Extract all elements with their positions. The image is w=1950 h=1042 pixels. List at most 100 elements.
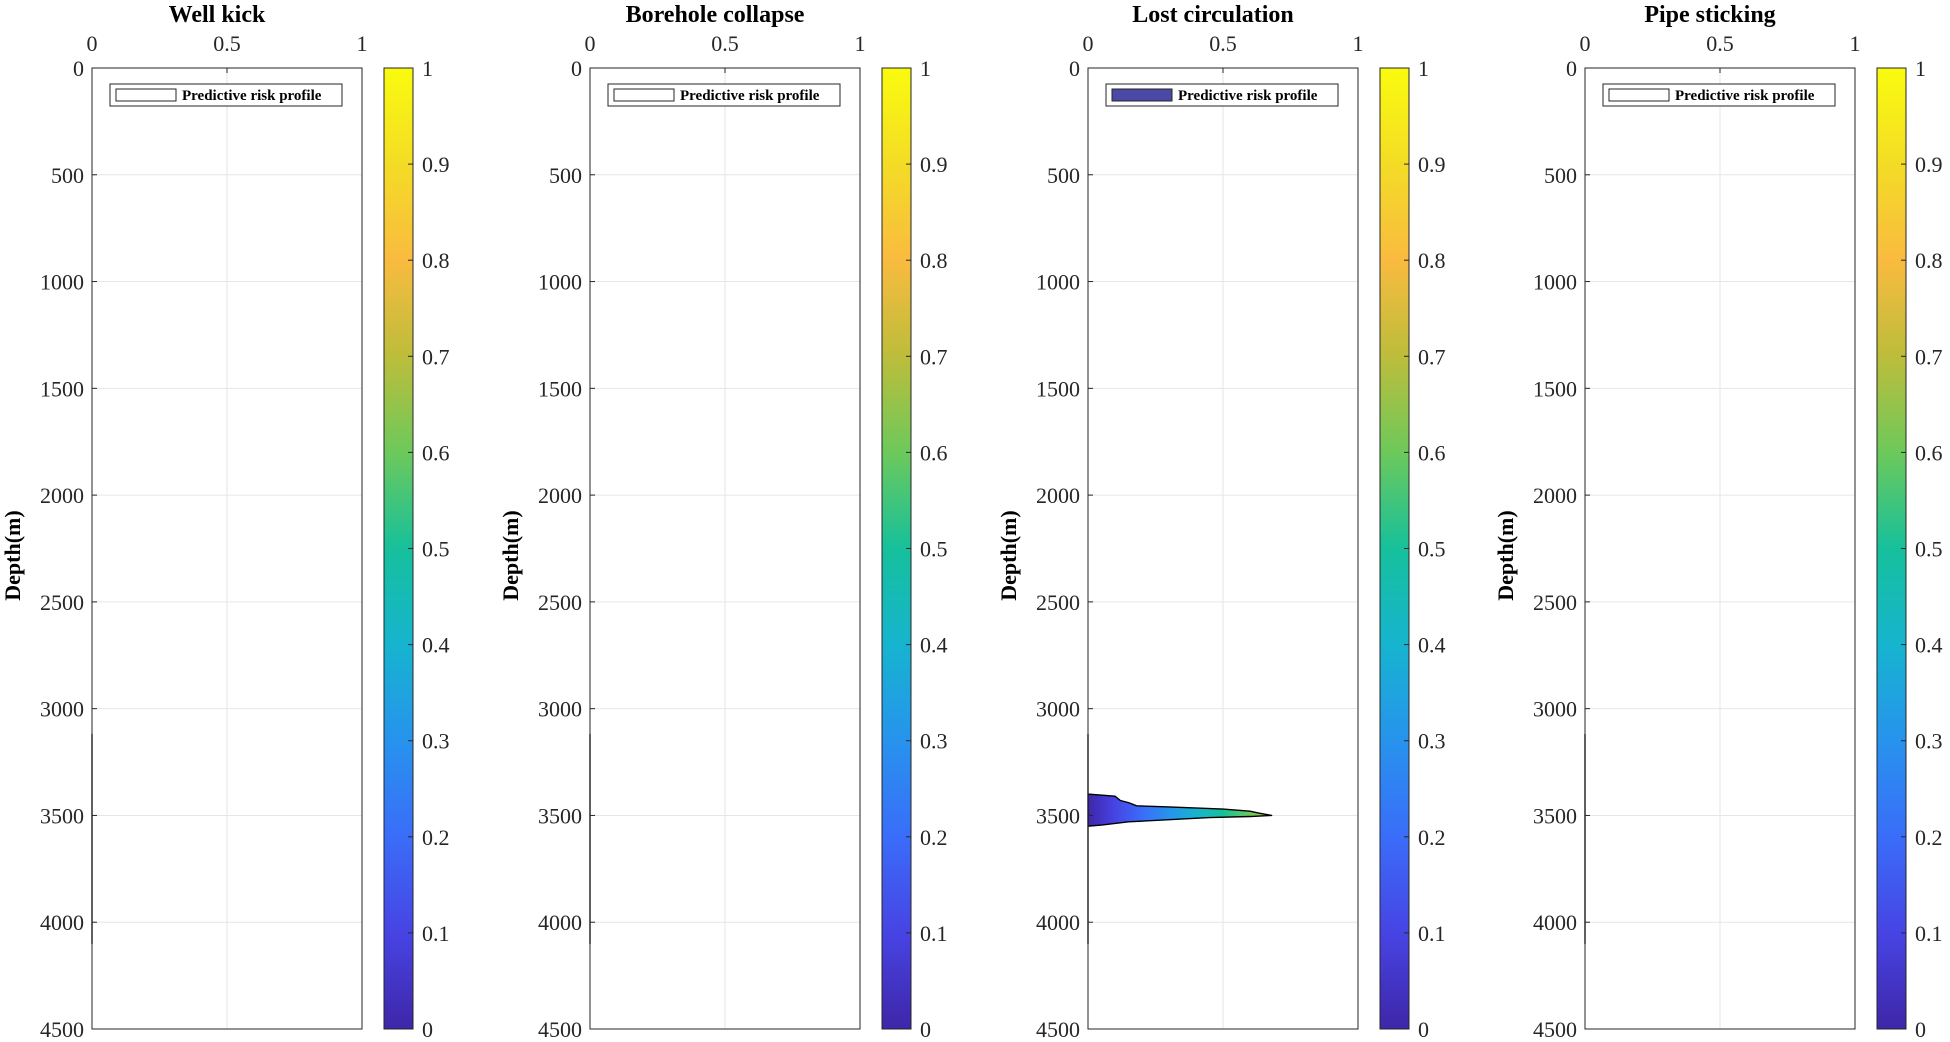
risk-profile-area	[1087, 733, 1273, 945]
x-tick-label: 0.5	[213, 31, 241, 56]
y-axis-label: Depth(m)	[996, 510, 1021, 600]
y-tick-label: 3000	[1533, 697, 1577, 722]
y-tick-label: 1500	[1533, 376, 1577, 401]
legend-swatch	[1608, 88, 1670, 102]
colorbar-tick-label: 0	[422, 1017, 433, 1042]
y-tick-label: 4000	[538, 910, 582, 935]
x-tick-label: 1	[1353, 31, 1364, 56]
colorbar-tick-label: 0.7	[1915, 344, 1943, 369]
x-tick-label: 0.5	[711, 31, 739, 56]
colorbar-tick-label: 0.9	[1915, 152, 1943, 177]
chart-title: Lost circulation	[1132, 2, 1294, 28]
colorbar-tick-label: 0.1	[1418, 921, 1446, 946]
colorbar-tick-label: 0.2	[920, 825, 948, 850]
y-tick-label: 3000	[538, 697, 582, 722]
y-tick-label: 2000	[538, 483, 582, 508]
colorbar-tick-label: 0.8	[1915, 248, 1943, 273]
y-axis-label: Depth(m)	[1493, 510, 1518, 600]
y-tick-label: 1000	[1533, 270, 1577, 295]
colorbar-tick-label: 1	[1418, 56, 1429, 81]
panel-2: Lost circulation 0 0.5 1 0 500 1000 1500 2000 250…	[996, 2, 1446, 1042]
colorbar-tick-label: 0.1	[1915, 921, 1943, 946]
colorbar-tick-label: 0.4	[1418, 633, 1446, 658]
chart-title: Pipe sticking	[1644, 2, 1775, 28]
y-tick-label: 4500	[1036, 1017, 1080, 1042]
legend-swatch	[1111, 88, 1173, 102]
y-tick-label: 4000	[1533, 910, 1577, 935]
y-tick-label: 3500	[1036, 803, 1080, 828]
y-tick-label: 2000	[1036, 483, 1080, 508]
y-tick-label: 4500	[538, 1017, 582, 1042]
colorbar-tick-label: 0.5	[1915, 537, 1943, 562]
colorbar-tick-label: 0.3	[920, 729, 948, 754]
chart-title: Borehole collapse	[626, 2, 805, 28]
y-tick-label: 0	[73, 56, 84, 81]
y-tick-label: 4000	[1036, 910, 1080, 935]
y-tick-label: 3500	[40, 803, 84, 828]
legend-swatch	[115, 88, 177, 102]
colorbar-tick-label: 0.2	[1418, 825, 1446, 850]
y-tick-label: 1000	[538, 270, 582, 295]
colorbar-tick-label: 0.5	[1418, 537, 1446, 562]
colorbar-tick-label: 0.8	[422, 248, 450, 273]
x-tick-label: 0	[585, 31, 596, 56]
chart-title: Well kick	[169, 2, 266, 28]
y-tick-label: 500	[1544, 163, 1577, 188]
y-tick-label: 3500	[1533, 803, 1577, 828]
legend-label: Predictive risk profile	[1675, 88, 1815, 104]
y-tick-label: 500	[51, 163, 84, 188]
y-tick-label: 3000	[40, 697, 84, 722]
colorbar-tick-label: 0.3	[1418, 729, 1446, 754]
x-tick-label: 0	[1083, 31, 1094, 56]
colorbar-tick-label: 0	[1418, 1017, 1429, 1042]
colorbar-tick-label: 0.4	[422, 633, 450, 658]
y-tick-label: 4000	[40, 910, 84, 935]
colorbar-tick-label: 0.6	[1915, 440, 1943, 465]
colorbar-tick-label: 1	[422, 56, 433, 81]
x-tick-label: 1	[1850, 31, 1861, 56]
y-tick-label: 1500	[538, 376, 582, 401]
legend-label: Predictive risk profile	[1178, 88, 1318, 104]
colorbar-tick-label: 0.8	[920, 248, 948, 273]
panel-1: Borehole collapse 0 0.5 1 0 500 1000 1500 2000 25…	[498, 2, 948, 1042]
y-tick-label: 1000	[1036, 270, 1080, 295]
colorbar-tick-label: 0.4	[920, 633, 948, 658]
y-tick-label: 0	[1069, 56, 1080, 81]
legend-label: Predictive risk profile	[182, 88, 322, 104]
y-tick-label: 2000	[1533, 483, 1577, 508]
colorbar-tick-label: 0.6	[422, 440, 450, 465]
y-tick-label: 2500	[538, 590, 582, 615]
colorbar-tick-label: 0.8	[1418, 248, 1446, 273]
x-tick-label: 0	[87, 31, 98, 56]
y-tick-label: 0	[1566, 56, 1577, 81]
y-tick-label: 3500	[538, 803, 582, 828]
colorbar-tick-label: 0.1	[920, 921, 948, 946]
colorbar-tick-label: 0	[1915, 1017, 1926, 1042]
colorbar-tick-label: 0.3	[1915, 729, 1943, 754]
colorbar-tick-label: 0.7	[920, 344, 948, 369]
y-tick-label: 1000	[40, 270, 84, 295]
colorbar-tick-label: 0.2	[1915, 825, 1943, 850]
y-tick-label: 2000	[40, 483, 84, 508]
colorbar-tick-label: 0.4	[1915, 633, 1943, 658]
colorbar-tick-label: 0.1	[422, 921, 450, 946]
x-tick-label: 0.5	[1706, 31, 1734, 56]
y-tick-label: 1500	[1036, 376, 1080, 401]
panel-0: Well kick 0 0.5 1 0 500 1000 1500 2000 2500 3000 35…	[0, 2, 450, 1042]
colorbar-tick-label: 0.9	[1418, 152, 1446, 177]
legend-swatch	[613, 88, 675, 102]
y-tick-label: 1500	[40, 376, 84, 401]
y-tick-label: 500	[549, 163, 582, 188]
x-tick-label: 1	[855, 31, 866, 56]
y-tick-label: 4500	[40, 1017, 84, 1042]
colorbar-tick-label: 0.5	[920, 537, 948, 562]
x-tick-label: 1	[357, 31, 368, 56]
panel-3: Pipe sticking 0 0.5 1 0 500 1000 1500 2000 2500 30…	[1493, 2, 1943, 1042]
colorbar-tick-label: 0.9	[920, 152, 948, 177]
y-axis-label: Depth(m)	[0, 510, 25, 600]
colorbar-tick-label: 1	[920, 56, 931, 81]
colorbar-tick-label: 0.2	[422, 825, 450, 850]
y-tick-label: 3000	[1036, 697, 1080, 722]
y-tick-label: 2500	[1533, 590, 1577, 615]
colorbar-tick-label: 0.3	[422, 729, 450, 754]
